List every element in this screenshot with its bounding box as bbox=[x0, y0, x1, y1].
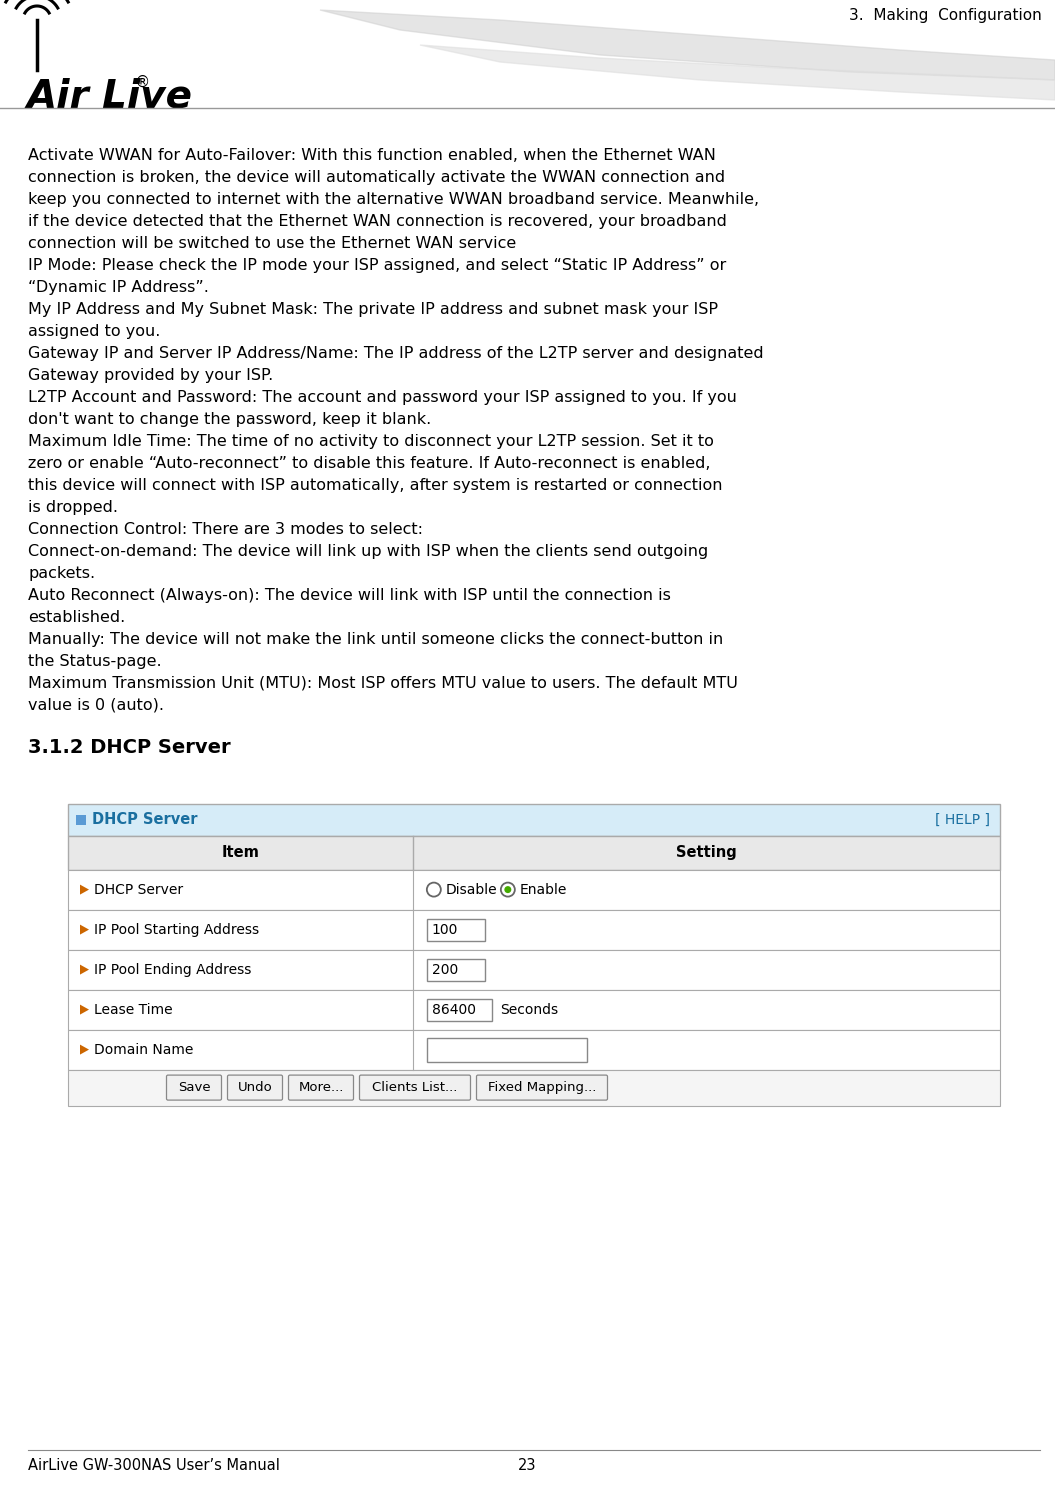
Text: Enable: Enable bbox=[520, 883, 568, 896]
Circle shape bbox=[427, 883, 441, 896]
Text: Save: Save bbox=[177, 1081, 210, 1094]
Text: Domain Name: Domain Name bbox=[94, 1042, 193, 1057]
Text: Fixed Mapping...: Fixed Mapping... bbox=[487, 1081, 596, 1094]
Text: Air Live: Air Live bbox=[27, 77, 193, 115]
Text: “Dynamic IP Address”.: “Dynamic IP Address”. bbox=[28, 280, 209, 295]
Text: assigned to you.: assigned to you. bbox=[28, 325, 160, 339]
Bar bbox=[427, 919, 485, 941]
Text: 100: 100 bbox=[431, 923, 458, 937]
Text: Auto Reconnect (Always-on): The device will link with ISP until the connection i: Auto Reconnect (Always-on): The device w… bbox=[28, 588, 671, 603]
Text: Item: Item bbox=[222, 846, 260, 861]
Text: IP Pool Starting Address: IP Pool Starting Address bbox=[94, 923, 260, 937]
Text: Undo: Undo bbox=[237, 1081, 272, 1094]
Text: IP Pool Ending Address: IP Pool Ending Address bbox=[94, 962, 251, 977]
Text: 23: 23 bbox=[518, 1458, 536, 1473]
Text: ®: ® bbox=[135, 74, 150, 89]
Bar bbox=[68, 950, 1000, 990]
Text: L2TP Account and Password: The account and password your ISP assigned to you. If: L2TP Account and Password: The account a… bbox=[28, 390, 736, 405]
Polygon shape bbox=[320, 10, 1055, 80]
Text: My IP Address and My Subnet Mask: The private IP address and subnet mask your IS: My IP Address and My Subnet Mask: The pr… bbox=[28, 302, 718, 317]
Text: zero or enable “Auto-reconnect” to disable this feature. If Auto-reconnect is en: zero or enable “Auto-reconnect” to disab… bbox=[28, 456, 710, 471]
Bar bbox=[427, 959, 485, 981]
Polygon shape bbox=[80, 1045, 89, 1054]
Text: packets.: packets. bbox=[28, 566, 95, 581]
Text: Lease Time: Lease Time bbox=[94, 1002, 173, 1017]
Bar bbox=[68, 990, 1000, 1029]
Text: Gateway provided by your ISP.: Gateway provided by your ISP. bbox=[28, 368, 273, 383]
Text: value is 0 (auto).: value is 0 (auto). bbox=[28, 698, 164, 713]
Bar bbox=[68, 910, 1000, 950]
Text: Seconds: Seconds bbox=[500, 1002, 558, 1017]
Text: DHCP Server: DHCP Server bbox=[92, 812, 197, 826]
Text: Clients List...: Clients List... bbox=[372, 1081, 458, 1094]
Text: AirLive GW-300NAS User’s Manual: AirLive GW-300NAS User’s Manual bbox=[28, 1458, 280, 1473]
Text: Setting: Setting bbox=[676, 846, 736, 861]
Text: Disable: Disable bbox=[446, 883, 498, 896]
Bar bbox=[68, 1029, 1000, 1069]
FancyBboxPatch shape bbox=[477, 1075, 608, 1100]
Text: don't want to change the password, keep it blank.: don't want to change the password, keep … bbox=[28, 412, 431, 427]
Polygon shape bbox=[80, 884, 89, 895]
Text: Maximum Idle Time: The time of no activity to disconnect your L2TP session. Set : Maximum Idle Time: The time of no activi… bbox=[28, 433, 714, 450]
Text: DHCP Server: DHCP Server bbox=[94, 883, 184, 896]
Text: established.: established. bbox=[28, 610, 126, 625]
Text: [ HELP ]: [ HELP ] bbox=[935, 813, 990, 826]
Text: this device will connect with ISP automatically, after system is restarted or co: this device will connect with ISP automa… bbox=[28, 478, 723, 493]
Text: 3.1.2 DHCP Server: 3.1.2 DHCP Server bbox=[28, 737, 231, 756]
Text: 86400: 86400 bbox=[431, 1002, 476, 1017]
Text: 3.  Making  Configuration: 3. Making Configuration bbox=[849, 7, 1042, 22]
Polygon shape bbox=[420, 45, 1055, 100]
FancyBboxPatch shape bbox=[167, 1075, 222, 1100]
Text: the Status-page.: the Status-page. bbox=[28, 654, 161, 669]
Polygon shape bbox=[80, 1005, 89, 1014]
Text: connection is broken, the device will automatically activate the WWAN connection: connection is broken, the device will au… bbox=[28, 170, 725, 185]
Text: Manually: The device will not make the link until someone clicks the connect-but: Manually: The device will not make the l… bbox=[28, 631, 724, 648]
FancyBboxPatch shape bbox=[228, 1075, 283, 1100]
Text: Gateway IP and Server IP Address/Name: The IP address of the L2TP server and des: Gateway IP and Server IP Address/Name: T… bbox=[28, 345, 764, 360]
FancyBboxPatch shape bbox=[360, 1075, 471, 1100]
Polygon shape bbox=[80, 925, 89, 935]
Text: Connect-on-demand: The device will link up with ISP when the clients send outgoi: Connect-on-demand: The device will link … bbox=[28, 543, 708, 558]
Text: 200: 200 bbox=[431, 962, 458, 977]
Text: is dropped.: is dropped. bbox=[28, 500, 118, 515]
Text: IP Mode: Please check the IP mode your ISP assigned, and select “Static IP Addre: IP Mode: Please check the IP mode your I… bbox=[28, 258, 726, 272]
Text: keep you connected to internet with the alternative WWAN broadband service. Mean: keep you connected to internet with the … bbox=[28, 192, 760, 207]
Text: More...: More... bbox=[299, 1081, 344, 1094]
Bar bbox=[427, 1038, 587, 1062]
Polygon shape bbox=[80, 965, 89, 975]
Bar bbox=[68, 1069, 1000, 1106]
FancyBboxPatch shape bbox=[288, 1075, 353, 1100]
Text: Connection Control: There are 3 modes to select:: Connection Control: There are 3 modes to… bbox=[28, 523, 423, 538]
Bar bbox=[68, 870, 1000, 910]
Bar bbox=[427, 999, 492, 1020]
Text: if the device detected that the Ethernet WAN connection is recovered, your broad: if the device detected that the Ethernet… bbox=[28, 214, 727, 229]
Bar bbox=[68, 804, 1000, 835]
Bar bbox=[68, 835, 1000, 870]
Circle shape bbox=[504, 886, 512, 893]
Text: Maximum Transmission Unit (MTU): Most ISP offers MTU value to users. The default: Maximum Transmission Unit (MTU): Most IS… bbox=[28, 676, 737, 691]
Text: Activate WWAN for Auto-Failover: With this function enabled, when the Ethernet W: Activate WWAN for Auto-Failover: With th… bbox=[28, 147, 716, 162]
Circle shape bbox=[501, 883, 515, 896]
Text: connection will be switched to use the Ethernet WAN service: connection will be switched to use the E… bbox=[28, 235, 516, 252]
Bar bbox=[76, 814, 87, 825]
